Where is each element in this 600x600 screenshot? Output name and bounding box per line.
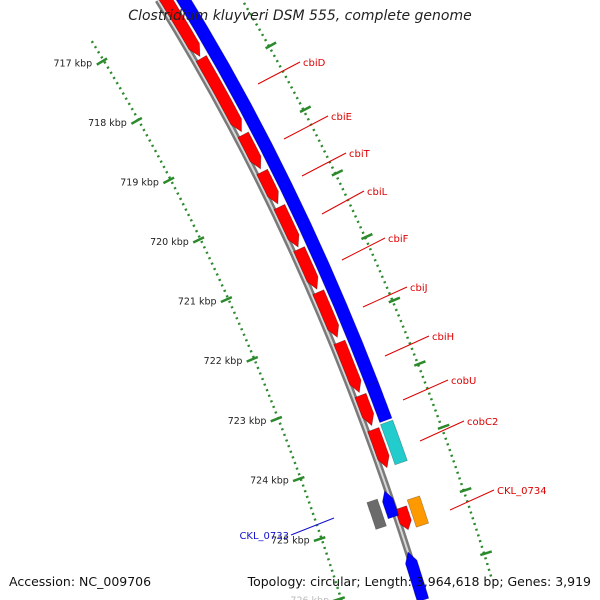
reverse-gene-arrow bbox=[333, 339, 362, 394]
reverse-gene-arrow bbox=[237, 131, 262, 170]
accession-info: Accession: NC_009706 bbox=[9, 574, 151, 589]
ruler-tick bbox=[292, 475, 305, 483]
length-label: Length: bbox=[364, 574, 412, 589]
outer-tick-ring bbox=[240, 0, 494, 580]
ruler-tick bbox=[162, 176, 175, 185]
ruler-label: 717 kbp bbox=[53, 59, 92, 70]
ruler-tick bbox=[360, 232, 373, 241]
gene-label-cobu: cobU bbox=[451, 376, 476, 387]
gray-gene bbox=[366, 498, 387, 530]
ruler-tick bbox=[130, 116, 143, 125]
gene-label-cobc2: cobC2 bbox=[467, 417, 498, 428]
gene-label-cbie: cbiE bbox=[331, 112, 352, 123]
gene-label-cbid: cbiD bbox=[303, 58, 326, 69]
ruler-tick bbox=[331, 169, 344, 177]
gene-label-cbif: cbiF bbox=[388, 234, 409, 245]
reverse-gene-arrow bbox=[195, 55, 242, 133]
gene-label-cbil: cbiL bbox=[367, 187, 388, 198]
genome-summary: Topology: circular; Length: 3,964,618 bp… bbox=[247, 574, 591, 589]
reverse-gene-arrow bbox=[158, 0, 201, 58]
ruler-label: 726 kbp bbox=[290, 596, 329, 600]
ruler-label: 720 kbp bbox=[150, 237, 189, 248]
gene-label-cbit: cbiT bbox=[349, 149, 371, 160]
ruler-tick bbox=[479, 550, 493, 557]
topology-label: Topology: bbox=[247, 574, 307, 589]
genes-label: Genes: bbox=[507, 574, 552, 589]
leader-line bbox=[384, 335, 430, 357]
gene-label-ckl_0733: CKL_0733 bbox=[239, 531, 289, 542]
reverse-gene-arrow bbox=[354, 392, 375, 427]
ruler-tick bbox=[413, 360, 426, 367]
ruler-tick bbox=[220, 295, 233, 304]
topology-value: circular bbox=[310, 574, 357, 589]
leader-line bbox=[341, 237, 386, 261]
gene-label-cbih: cbiH bbox=[432, 332, 454, 343]
reverse-gene-arrow bbox=[256, 168, 279, 205]
ruler-tick bbox=[437, 423, 450, 431]
ruler-tick bbox=[388, 296, 401, 304]
ruler-tick bbox=[299, 105, 312, 114]
ruler-label: 719 kbp bbox=[120, 177, 159, 188]
accession-value: NC_009706 bbox=[79, 574, 152, 589]
gene-label-cbij: cbiJ bbox=[410, 283, 428, 294]
ruler-label: 718 kbp bbox=[88, 118, 127, 129]
ruler-tick bbox=[332, 596, 346, 600]
gene-label-ckl_0734: CKL_0734 bbox=[497, 486, 547, 497]
ruler-tick bbox=[459, 486, 472, 494]
leader-line bbox=[301, 152, 347, 177]
leader-line bbox=[402, 379, 449, 401]
tick-marks bbox=[90, 0, 494, 600]
leader-line bbox=[290, 517, 335, 536]
ruler-tick bbox=[270, 415, 283, 423]
label-leaders bbox=[257, 61, 495, 536]
genes-value: 3,919 bbox=[555, 574, 591, 589]
forward-gene-arrow bbox=[405, 551, 430, 600]
leader-line bbox=[362, 286, 408, 308]
ruler-label: 721 kbp bbox=[178, 296, 217, 307]
ruler-label: 722 kbp bbox=[204, 356, 243, 367]
labels: 717 kbp 718 kbp 719 kbp 720 kbp 721 kbp 722 k… bbox=[53, 58, 546, 600]
leader-line bbox=[283, 115, 329, 140]
cyan-gene bbox=[380, 419, 408, 466]
gene-features bbox=[158, 0, 430, 600]
ruler-label: 725 kbp bbox=[271, 536, 310, 547]
forward-gene-block bbox=[365, 381, 393, 424]
ruler-tick bbox=[313, 535, 326, 543]
ruler-tick bbox=[192, 236, 205, 244]
reverse-gene-arrow bbox=[293, 246, 319, 290]
ruler-tick bbox=[265, 41, 277, 50]
reverse-gene-arrow bbox=[367, 427, 390, 469]
forward-gene-arrow bbox=[382, 490, 400, 520]
leader-line bbox=[449, 489, 495, 511]
accession-label: Accession: bbox=[9, 574, 76, 589]
map-title: Clostridium kluyveri DSM 555, complete g… bbox=[128, 8, 472, 24]
leader-line bbox=[257, 61, 301, 85]
length-value: 3,964,618 bp bbox=[415, 574, 500, 589]
ruler-tick bbox=[246, 355, 259, 363]
reverse-gene-arrow bbox=[273, 203, 300, 248]
leader-line bbox=[419, 420, 465, 442]
orange-gene bbox=[406, 495, 430, 528]
reverse-gene-arrow bbox=[312, 289, 340, 338]
ruler-tick bbox=[96, 57, 108, 66]
ruler-label: 723 kbp bbox=[228, 416, 267, 427]
leader-line bbox=[321, 190, 365, 215]
ruler-label: 724 kbp bbox=[250, 476, 289, 487]
